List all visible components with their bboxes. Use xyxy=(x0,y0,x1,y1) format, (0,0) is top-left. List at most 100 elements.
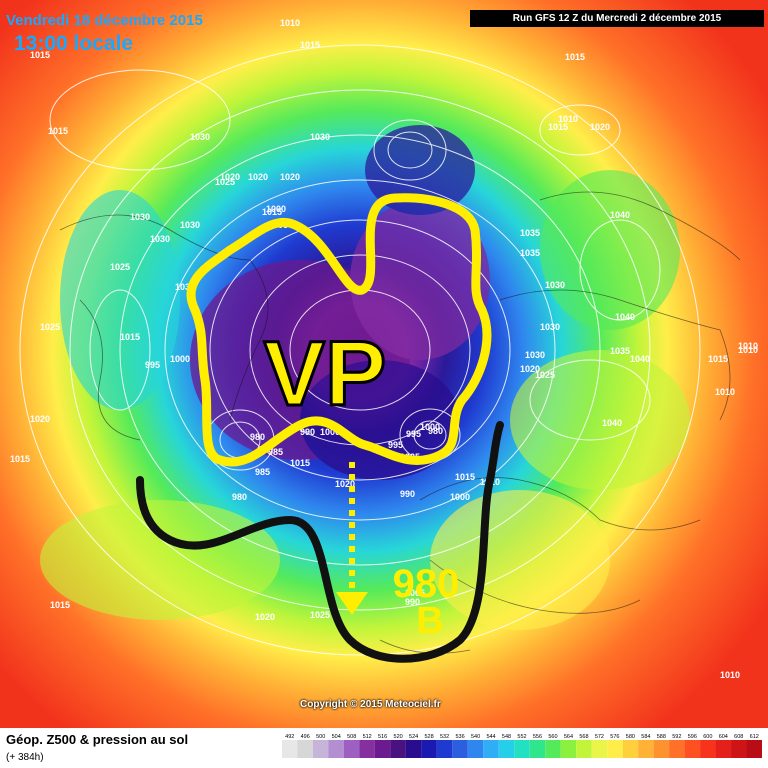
scale-swatch xyxy=(638,740,654,758)
scale-label: 556 xyxy=(533,734,542,740)
scale-label: 492 xyxy=(285,734,294,740)
scale-swatch xyxy=(297,740,313,758)
scale-swatch xyxy=(669,740,685,758)
scale-label: 600 xyxy=(703,734,712,740)
isobar-label: 1015 xyxy=(455,472,475,482)
scale-label: 612 xyxy=(750,734,759,740)
scale-label: 576 xyxy=(610,734,619,740)
scale-swatch xyxy=(684,740,701,758)
scale-label: 544 xyxy=(486,734,495,740)
coastlines xyxy=(59,191,741,654)
isobar-label: 1015 xyxy=(10,454,30,464)
scale-swatch xyxy=(560,740,577,758)
isobar-label: 1015 xyxy=(708,354,728,364)
scale-swatch xyxy=(622,740,639,758)
scale-swatch xyxy=(343,740,360,758)
scale-swatch xyxy=(607,740,623,758)
isobar-label: 1015 xyxy=(48,126,68,136)
isobar-label: 1015 xyxy=(120,332,140,342)
isobar-label: 1010 xyxy=(720,670,740,680)
scale-swatch xyxy=(421,740,437,758)
scale-swatch xyxy=(715,740,732,758)
scale-swatch xyxy=(483,740,499,758)
scale-label: 572 xyxy=(595,734,604,740)
isobar-label: 1005 xyxy=(405,588,425,598)
isobar-label: 1010 xyxy=(738,341,758,351)
forecast-time: 13:00 locale xyxy=(14,32,134,55)
trough-line xyxy=(136,421,504,663)
scale-label: 560 xyxy=(548,734,557,740)
scale-label: 596 xyxy=(688,734,697,740)
scale-label: 604 xyxy=(719,734,728,740)
scale-label: 584 xyxy=(641,734,650,740)
scale-swatch xyxy=(359,740,375,758)
isobar-label: 1040 xyxy=(602,418,622,428)
isobar-label: 990 xyxy=(300,427,315,437)
isobar-label: 1040 xyxy=(615,312,635,322)
scale-label: 512 xyxy=(363,734,372,740)
isobar-label: 1020 xyxy=(335,479,355,489)
scale-swatch xyxy=(591,740,608,758)
isobar-label: 995 xyxy=(406,429,421,439)
isobar-label: 1000 xyxy=(320,427,340,437)
isobar-label: 980 xyxy=(232,492,247,502)
scale-label: 564 xyxy=(564,734,573,740)
scale-label: 520 xyxy=(394,734,403,740)
scale-label: 608 xyxy=(734,734,743,740)
isobar-label: 1000 xyxy=(450,492,470,502)
scale-label: 588 xyxy=(657,734,666,740)
isobar-label: 1030 xyxy=(180,220,200,230)
isobar-label: 1020 xyxy=(30,414,50,424)
isobar-label: 1000 xyxy=(170,354,190,364)
scale-label: 508 xyxy=(347,734,356,740)
scale-label: 568 xyxy=(579,734,588,740)
isobar-label: 1025 xyxy=(535,370,555,380)
isobar-label: 1025 xyxy=(40,322,60,332)
isobar-label: 1030 xyxy=(175,282,195,292)
scale-swatch xyxy=(374,740,391,758)
isobar-label: 980 xyxy=(250,432,265,442)
scale-swatch xyxy=(328,740,344,758)
low-pressure-letter: B xyxy=(416,600,443,642)
isobar-label: 1010 xyxy=(738,345,758,355)
isobar-label: 1015 xyxy=(565,52,585,62)
scale-label: 552 xyxy=(517,734,526,740)
scale-swatch xyxy=(436,740,453,758)
isobar-label: 990 xyxy=(400,489,415,499)
low-pressure-value: 980 xyxy=(393,562,460,606)
scale-swatch xyxy=(467,740,484,758)
isobar-label: 1040 xyxy=(630,354,650,364)
isobar-label: 1015 xyxy=(262,207,282,217)
forecast-date: Vendredi 18 décembre 2015 xyxy=(6,12,203,29)
vp-loop xyxy=(186,193,492,467)
scale-swatch xyxy=(576,740,592,758)
isobar-label: 995 xyxy=(145,360,160,370)
isobar-label: 1020 xyxy=(255,612,275,622)
isobar-label: 1035 xyxy=(610,346,630,356)
isobar-label: 1015 xyxy=(548,122,568,132)
scale-label: 536 xyxy=(455,734,464,740)
scale-swatch xyxy=(282,740,298,758)
isobar-label: 995 xyxy=(388,440,403,450)
scale-label: 528 xyxy=(425,734,434,740)
isobar-label: 1015 xyxy=(290,458,310,468)
copyright: Copyright © 2015 Meteociel.fr xyxy=(300,699,441,710)
scale-swatch xyxy=(545,740,561,758)
isobar-label: 1025 xyxy=(215,177,235,187)
isobar-label: 1015 xyxy=(50,600,70,610)
isobar-label: 1020 xyxy=(590,122,610,132)
isobar-label: 1020 xyxy=(280,172,300,182)
scale-label: 496 xyxy=(301,734,310,740)
scale-label: 524 xyxy=(409,734,418,740)
isobar-label: 1015 xyxy=(30,50,50,60)
isobar-label: 1035 xyxy=(520,248,540,258)
isobar-label: 990 xyxy=(405,597,420,607)
scale-label: 500 xyxy=(316,734,325,740)
isobar-label: 1015 xyxy=(300,40,320,50)
isobar-label: 1000 xyxy=(266,204,286,214)
isobar-label: 1030 xyxy=(190,132,210,142)
isobar-label: 1010 xyxy=(715,387,735,397)
scale-swatch xyxy=(405,740,422,758)
scale-swatch xyxy=(653,740,670,758)
